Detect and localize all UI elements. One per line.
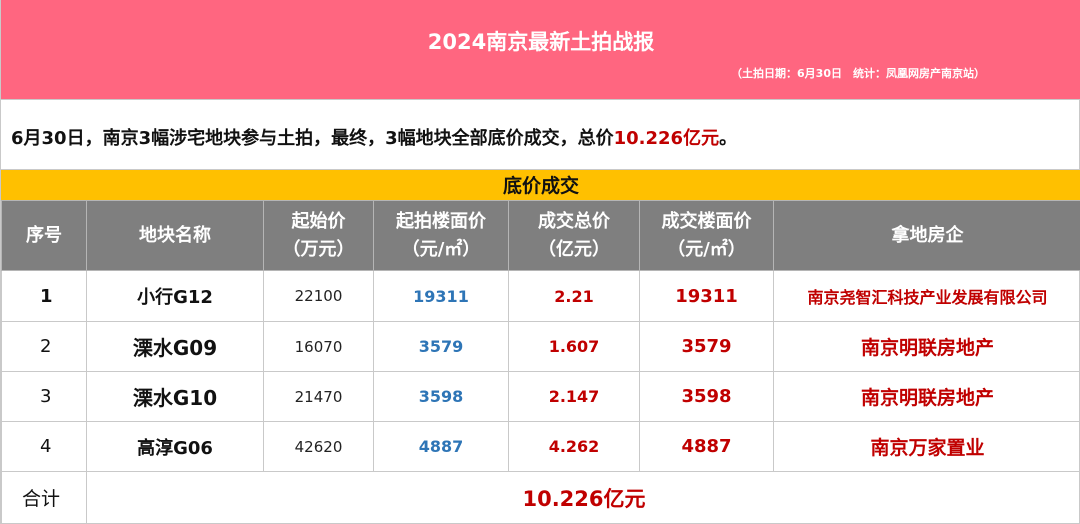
- report-subtitle: （土拍日期：6月30日 统计：凤凰网房产南京站）: [731, 67, 985, 80]
- col-header-start-price: 起始价 （万元）: [263, 200, 374, 271]
- cell-deal-floor-price: 3579: [639, 321, 774, 372]
- title-banner: 2024南京最新土拍战报 （土拍日期：6月30日 统计：凤凰网房产南京站）: [1, 0, 1080, 100]
- col-header-start-floor-price: 起拍楼面价 （元/㎡）: [373, 200, 509, 271]
- col-header-company: 拿地房企: [773, 200, 1080, 271]
- auction-table: 序号 地块名称 起始价 （万元） 起拍楼面价 （元/㎡） 成交总价 （亿元） 成交楼面…: [1, 200, 1080, 524]
- report-title: 2024南京最新土拍战报: [427, 30, 655, 54]
- cell-deal-total: 2.21: [508, 270, 640, 322]
- cell-start-price: 42620: [263, 421, 374, 472]
- section-band: 底价成交: [1, 170, 1080, 200]
- table-total-row: 合计 10.226亿元: [1, 471, 1080, 524]
- cell-no: 4: [1, 421, 87, 472]
- summary-total-highlight: 10.226亿元: [613, 128, 720, 149]
- cell-start-floor-price: 3579: [373, 321, 509, 372]
- cell-start-price: 22100: [263, 270, 374, 322]
- table-row: 1 小行G12 22100 19311 2.21 19311 南京尧智汇科技产业…: [1, 270, 1080, 322]
- cell-company: 南京万家置业: [773, 421, 1080, 472]
- col-header-deal-total: 成交总价 （亿元）: [508, 200, 640, 271]
- col-header-name: 地块名称: [86, 200, 264, 271]
- summary-line: 6月30日，南京3幅涉宅地块参与土拍，最终，3幅地块全部底价成交，总价10.22…: [1, 100, 1080, 170]
- cell-deal-total: 1.607: [508, 321, 640, 372]
- table-row: 2 溧水G09 16070 3579 1.607 3579 南京明联房地产: [1, 321, 1080, 372]
- total-label: 合计: [1, 471, 87, 524]
- col-header-deal-floor-price: 成交楼面价 （元/㎡）: [639, 200, 774, 271]
- table-row: 4 高淳G06 42620 4887 4.262 4887 南京万家置业: [1, 421, 1080, 472]
- cell-name: 溧水G09: [86, 321, 264, 372]
- cell-company: 南京明联房地产: [773, 371, 1080, 422]
- cell-company: 南京尧智汇科技产业发展有限公司: [773, 270, 1080, 322]
- cell-name: 溧水G10: [86, 371, 264, 422]
- summary-text: 6月30日，南京3幅涉宅地块参与土拍，最终，3幅地块全部底价成交，总价: [11, 128, 614, 149]
- cell-name: 高淳G06: [86, 421, 264, 472]
- cell-deal-total: 4.262: [508, 421, 640, 472]
- cell-deal-floor-price: 3598: [639, 371, 774, 422]
- table-row: 3 溧水G10 21470 3598 2.147 3598 南京明联房地产: [1, 371, 1080, 422]
- cell-deal-floor-price: 4887: [639, 421, 774, 472]
- cell-deal-floor-price: 19311: [639, 270, 774, 322]
- cell-start-floor-price: 3598: [373, 371, 509, 422]
- table-header-row: 序号 地块名称 起始价 （万元） 起拍楼面价 （元/㎡） 成交总价 （亿元） 成交楼面…: [1, 200, 1080, 271]
- summary-end: 。: [719, 128, 738, 149]
- cell-no: 3: [1, 371, 87, 422]
- cell-start-price: 16070: [263, 321, 374, 372]
- cell-company: 南京明联房地产: [773, 321, 1080, 372]
- cell-no: 2: [1, 321, 87, 372]
- cell-no: 1: [1, 270, 87, 322]
- col-header-no: 序号: [1, 200, 87, 271]
- cell-start-price: 21470: [263, 371, 374, 422]
- cell-name: 小行G12: [86, 270, 264, 322]
- cell-deal-total: 2.147: [508, 371, 640, 422]
- cell-start-floor-price: 19311: [373, 270, 509, 322]
- cell-start-floor-price: 4887: [373, 421, 509, 472]
- total-value: 10.226亿元: [86, 471, 1080, 524]
